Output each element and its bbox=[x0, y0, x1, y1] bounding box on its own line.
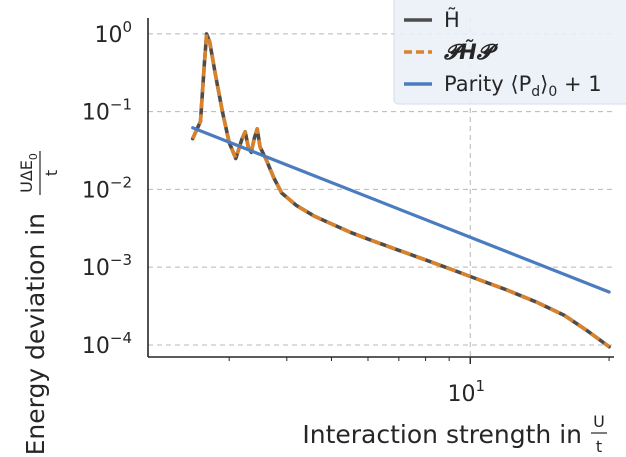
series-line-2 bbox=[191, 126, 611, 294]
y-tick-labels: 100 10−1 10−2 10−3 10−4 bbox=[82, 18, 132, 359]
legend: H̃ 𝓟H̃𝓟 Parity ⟨Pd⟩0 + 1 bbox=[393, 0, 626, 105]
legend-label-php: 𝓟H̃𝓟 bbox=[444, 39, 499, 64]
legend-label-parity: Parity ⟨Pd⟩0 + 1 bbox=[444, 72, 602, 100]
y-axis-label-frac-den: t bbox=[42, 170, 61, 176]
legend-box bbox=[393, 0, 626, 105]
axes bbox=[147, 18, 614, 358]
x-tick-labels: 101 bbox=[447, 377, 485, 407]
y-axis-label: Energy deviation in UΔE0 t bbox=[17, 151, 61, 455]
minor-ticks bbox=[228, 357, 610, 364]
x-axis-label: Interaction strength in U t bbox=[302, 412, 607, 456]
y-axis-label-frac-num: UΔE0 bbox=[17, 153, 40, 193]
series-group bbox=[190, 32, 611, 349]
y-tick-label: 100 bbox=[94, 18, 132, 48]
x-axis-label-frac-den: t bbox=[596, 437, 602, 456]
y-axis-label-text: Energy deviation in bbox=[21, 213, 50, 455]
x-axis-label-frac-num: U bbox=[593, 412, 605, 431]
x-axis-label-text: Interaction strength in bbox=[302, 420, 582, 449]
y-tick-label: 10−4 bbox=[82, 329, 132, 359]
series-line-1 bbox=[191, 32, 611, 349]
y-tick-label: 10−2 bbox=[82, 173, 132, 203]
legend-label-h: H̃ bbox=[444, 7, 460, 32]
y-tick-label: 10−3 bbox=[82, 251, 132, 281]
y-tick-label: 10−1 bbox=[82, 96, 132, 126]
x-tick-label: 101 bbox=[447, 377, 485, 407]
